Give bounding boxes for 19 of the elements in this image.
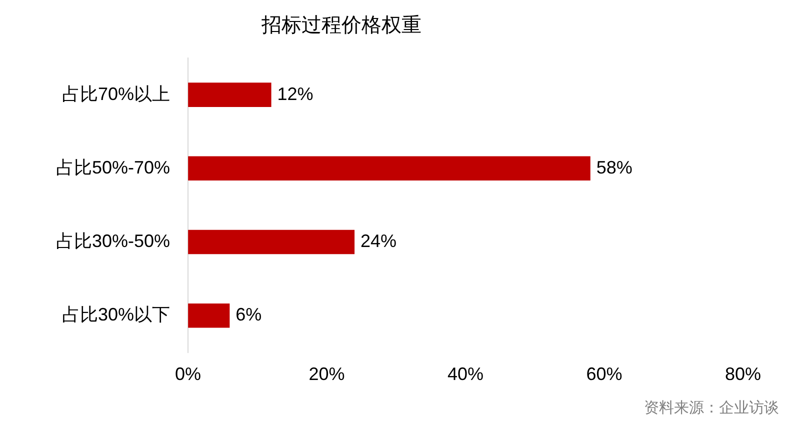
x-tick-label: 80% <box>724 364 762 384</box>
text: 资料来源：企业访谈 <box>644 400 779 417</box>
y-tick-label: 占比30%以下 <box>62 304 170 325</box>
y-tick-label: 占比70%以上 <box>62 84 170 104</box>
x-tick-label: 40% <box>448 364 484 384</box>
data-label: 24% <box>360 230 397 251</box>
chart-title: 招标过程价格权重 <box>260 14 422 37</box>
data-label: 58% <box>596 157 632 178</box>
data-label: 12% <box>277 84 314 104</box>
bar <box>188 82 272 107</box>
x-tick-label: 60% <box>586 364 622 384</box>
y-tick-label: 占比30%-50% <box>56 230 170 251</box>
y-tick-label: 占比50%-70% <box>56 157 170 178</box>
x-tick-label: 20% <box>308 364 345 384</box>
data-label: 6% <box>236 304 262 325</box>
bar <box>188 303 230 328</box>
bar <box>188 156 590 181</box>
x-tick-label: 0% <box>175 364 202 384</box>
bar <box>188 230 355 254</box>
